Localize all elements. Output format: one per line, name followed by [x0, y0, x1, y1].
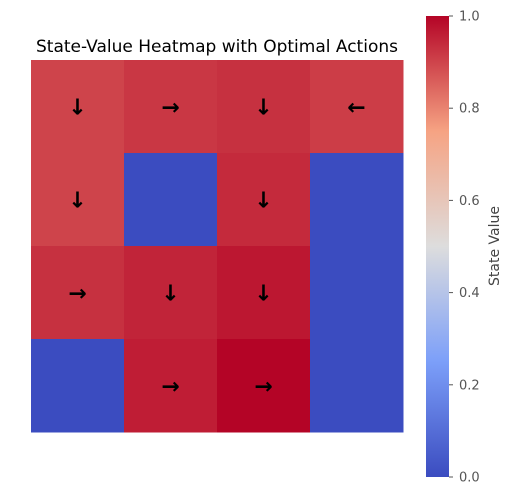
action-arrow-r0-c1: → [161, 96, 179, 121]
heatmap-cell-r0-c3 [310, 60, 404, 154]
action-arrow-r0-c0: ↓ [68, 96, 86, 121]
colorbar-tick-label: 0.8 [459, 102, 480, 117]
heatmap-cell-r2-c0 [31, 246, 125, 340]
heatmap-cell-r1-c0 [31, 153, 125, 247]
colorbar [426, 16, 449, 477]
colorbar-tick-label: 1.0 [459, 10, 480, 25]
heatmap-cell-r2-c3 [310, 246, 404, 340]
heatmap-cell-r1-c3 [310, 153, 404, 247]
colorbar-tick-label: 0.0 [459, 471, 480, 486]
heatmap-cell-r3-c0 [31, 339, 125, 433]
action-arrow-r1-c2: ↓ [254, 189, 272, 214]
heatmap-cell-r3-c3 [310, 339, 404, 433]
heatmap-cell-r0-c0 [31, 60, 125, 154]
action-arrow-r3-c2: → [254, 375, 272, 400]
action-arrow-r0-c2: ↓ [254, 96, 272, 121]
heatmap-cell-r0-c2 [217, 60, 311, 154]
heatmap-cell-r1-c2 [217, 153, 311, 247]
heatmap-cell-r2-c2 [217, 246, 311, 340]
heatmap-cell-r0-c1 [124, 60, 218, 154]
colorbar-label: State Value [487, 206, 503, 286]
heatmap-cell-r1-c1 [124, 153, 218, 247]
heatmap-cell-r3-c2 [217, 339, 311, 433]
action-arrow-r2-c0: → [68, 282, 86, 307]
action-arrow-r1-c0: ↓ [68, 189, 86, 214]
colorbar-tick-label: 0.2 [459, 378, 480, 393]
heatmap-cells [31, 60, 404, 433]
colorbar-ticks: 0.0 0.2 0.4 0.6 0.8 1.0 [449, 10, 480, 486]
action-arrow-r0-c3: ← [347, 96, 365, 121]
colorbar-tick-label: 0.4 [459, 286, 480, 301]
heatmap-cell-r2-c1 [124, 246, 218, 340]
action-arrow-r3-c1: → [161, 375, 179, 400]
colorbar-tick-label: 0.6 [459, 194, 480, 209]
action-arrows: ↓ → ↓ ← ↓ ↓ → ↓ ↓ → → [68, 96, 365, 400]
heatmap-cell-r3-c1 [124, 339, 218, 433]
action-arrow-r2-c1: ↓ [161, 282, 179, 307]
action-arrow-r2-c2: ↓ [254, 282, 272, 307]
chart-title: State-Value Heatmap with Optimal Actions [36, 37, 398, 57]
